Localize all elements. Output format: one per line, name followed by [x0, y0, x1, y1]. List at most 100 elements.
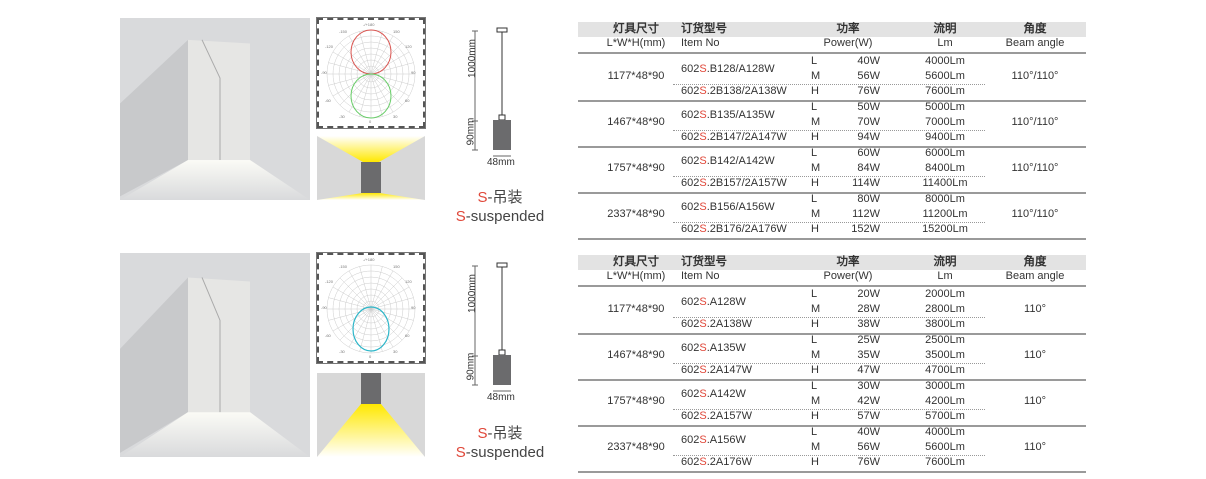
power-value: 56W: [857, 441, 880, 453]
level-label: M: [811, 395, 821, 407]
item-series: S: [699, 296, 707, 308]
lumen-value: 5700Lm: [925, 410, 965, 422]
mount-cn: -吊装: [487, 425, 523, 442]
mount-type-en: S-suspended: [445, 207, 555, 226]
row-divider: [578, 100, 1086, 102]
polar-angle-label: -150: [339, 29, 348, 34]
beam-angle-cell: 110°/110°: [1011, 162, 1059, 174]
row-divider: [578, 379, 1086, 381]
item-prefix: 602: [681, 85, 700, 97]
row-dotted-divider: [673, 222, 985, 223]
polar-angle-label: 120: [405, 44, 412, 49]
item-series: S: [699, 388, 707, 400]
dimension-cable-length: 1000mm: [466, 39, 478, 78]
header-angle-cn: 角度: [1023, 256, 1047, 268]
power-value: 60W: [857, 147, 880, 159]
row-dotted-divider: [673, 455, 985, 456]
row-dotted-divider: [673, 363, 985, 364]
beam-angle-cell: 110°/110°: [1011, 116, 1059, 128]
polar-angle-label: 90: [411, 305, 416, 310]
item-suffix: .B156/A156W: [706, 201, 775, 213]
item-prefix: 602: [681, 296, 700, 308]
header-power-cn: 功率: [836, 256, 860, 268]
header-lm-cn: 流明: [933, 256, 957, 268]
row-divider: [578, 146, 1086, 148]
spec-table: 灯具尺寸 L*W*H(mm) 订货型号 Item No 功率 Power(W) 流明 Lm 角度…: [578, 255, 1086, 473]
beam-illustration: [317, 373, 425, 457]
polar-angle-label: 150: [393, 264, 400, 269]
item-prefix: 602: [681, 155, 700, 167]
mount-type-en: S-suspended: [445, 443, 555, 462]
item-suffix: .2A176W: [706, 456, 752, 468]
product-photo: [120, 253, 310, 457]
size-cell: 2337*48*90: [607, 441, 665, 453]
item-suffix: .B142/A142W: [706, 155, 775, 167]
header-size-en: L*W*H(mm): [606, 270, 666, 282]
power-value: 84W: [857, 162, 880, 174]
header-item-en: Item No: [681, 37, 720, 49]
lumen-value: 4000Lm: [925, 55, 965, 67]
mount-type-cn: S-吊装: [445, 188, 555, 207]
item-number: 602S.2B147/2A147W: [681, 130, 787, 145]
level-label: L: [811, 55, 818, 67]
header-item-en: Item No: [681, 270, 720, 282]
size-cell: 1757*48*90: [607, 395, 665, 407]
item-prefix: 602: [681, 223, 700, 235]
level-label: M: [811, 70, 821, 82]
level-label: H: [811, 131, 819, 143]
power-value: 20W: [857, 288, 880, 300]
polar-angle-label: 30: [393, 349, 398, 354]
item-number: 602S.2B157/2A157W: [681, 176, 787, 191]
level-label: H: [811, 318, 819, 330]
lumen-value: 3500Lm: [925, 349, 965, 361]
item-suffix: .A156W: [706, 434, 746, 446]
level-label: H: [811, 223, 819, 235]
power-value: 76W: [857, 85, 880, 97]
header-angle-en: Beam angle: [1005, 37, 1065, 49]
item-suffix: .2B147/2A147W: [706, 131, 787, 143]
power-value: 76W: [857, 456, 880, 468]
item-prefix: 602: [681, 364, 700, 376]
item-number: 602S.A142W: [681, 387, 746, 402]
dimension-drawing: 1000mm 90mm 48mm: [455, 23, 555, 183]
table-row: 1177*48*90 602S.B128/A128W 602S.2B138/2A13…: [578, 54, 1086, 100]
beam-angle-cell: 110°/110°: [1011, 208, 1059, 220]
item-series: S: [699, 109, 707, 121]
power-value: 30W: [857, 380, 880, 392]
power-value: 40W: [857, 55, 880, 67]
power-value: 35W: [857, 349, 880, 361]
power-value: 38W: [857, 318, 880, 330]
polar-angle-label: -120: [325, 279, 334, 284]
lumen-value: 5600Lm: [925, 441, 965, 453]
header-divider: [578, 52, 1086, 54]
item-number: 602S.2A176W: [681, 455, 752, 470]
lumen-value: 4000Lm: [925, 426, 965, 438]
polar-angle-label: -60: [325, 333, 331, 338]
item-series: S: [699, 342, 707, 354]
item-series: S: [699, 85, 707, 97]
power-value: 112W: [852, 208, 880, 220]
lumen-value: 3000Lm: [925, 380, 965, 392]
lumen-value: 4200Lm: [925, 395, 965, 407]
item-number: 602S.2A138W: [681, 317, 752, 332]
polar-angle-label: 30: [393, 114, 398, 119]
lumen-value: 7000Lm: [925, 116, 965, 128]
polar-grid: [326, 29, 416, 119]
table-header-band: [578, 255, 1086, 270]
header-angle-cn: 角度: [1023, 23, 1047, 35]
power-value: 28W: [857, 303, 880, 315]
level-label: H: [811, 456, 819, 468]
level-label: H: [811, 177, 819, 189]
header-power-en: Power(W): [823, 270, 873, 282]
power-value: 56W: [857, 70, 880, 82]
mount-code: S: [455, 208, 466, 225]
row-dotted-divider: [673, 176, 985, 177]
mount-en: -suspended: [465, 444, 545, 461]
polar-angle-label: 0: [369, 354, 372, 359]
item-number: 602S.2A157W: [681, 409, 752, 424]
header-power-cn: 功率: [836, 23, 860, 35]
item-number: 602S.B156/A156W: [681, 200, 775, 215]
level-label: M: [811, 162, 821, 174]
lumen-value: 7600Lm: [925, 456, 965, 468]
lumen-value: 2000Lm: [925, 288, 965, 300]
